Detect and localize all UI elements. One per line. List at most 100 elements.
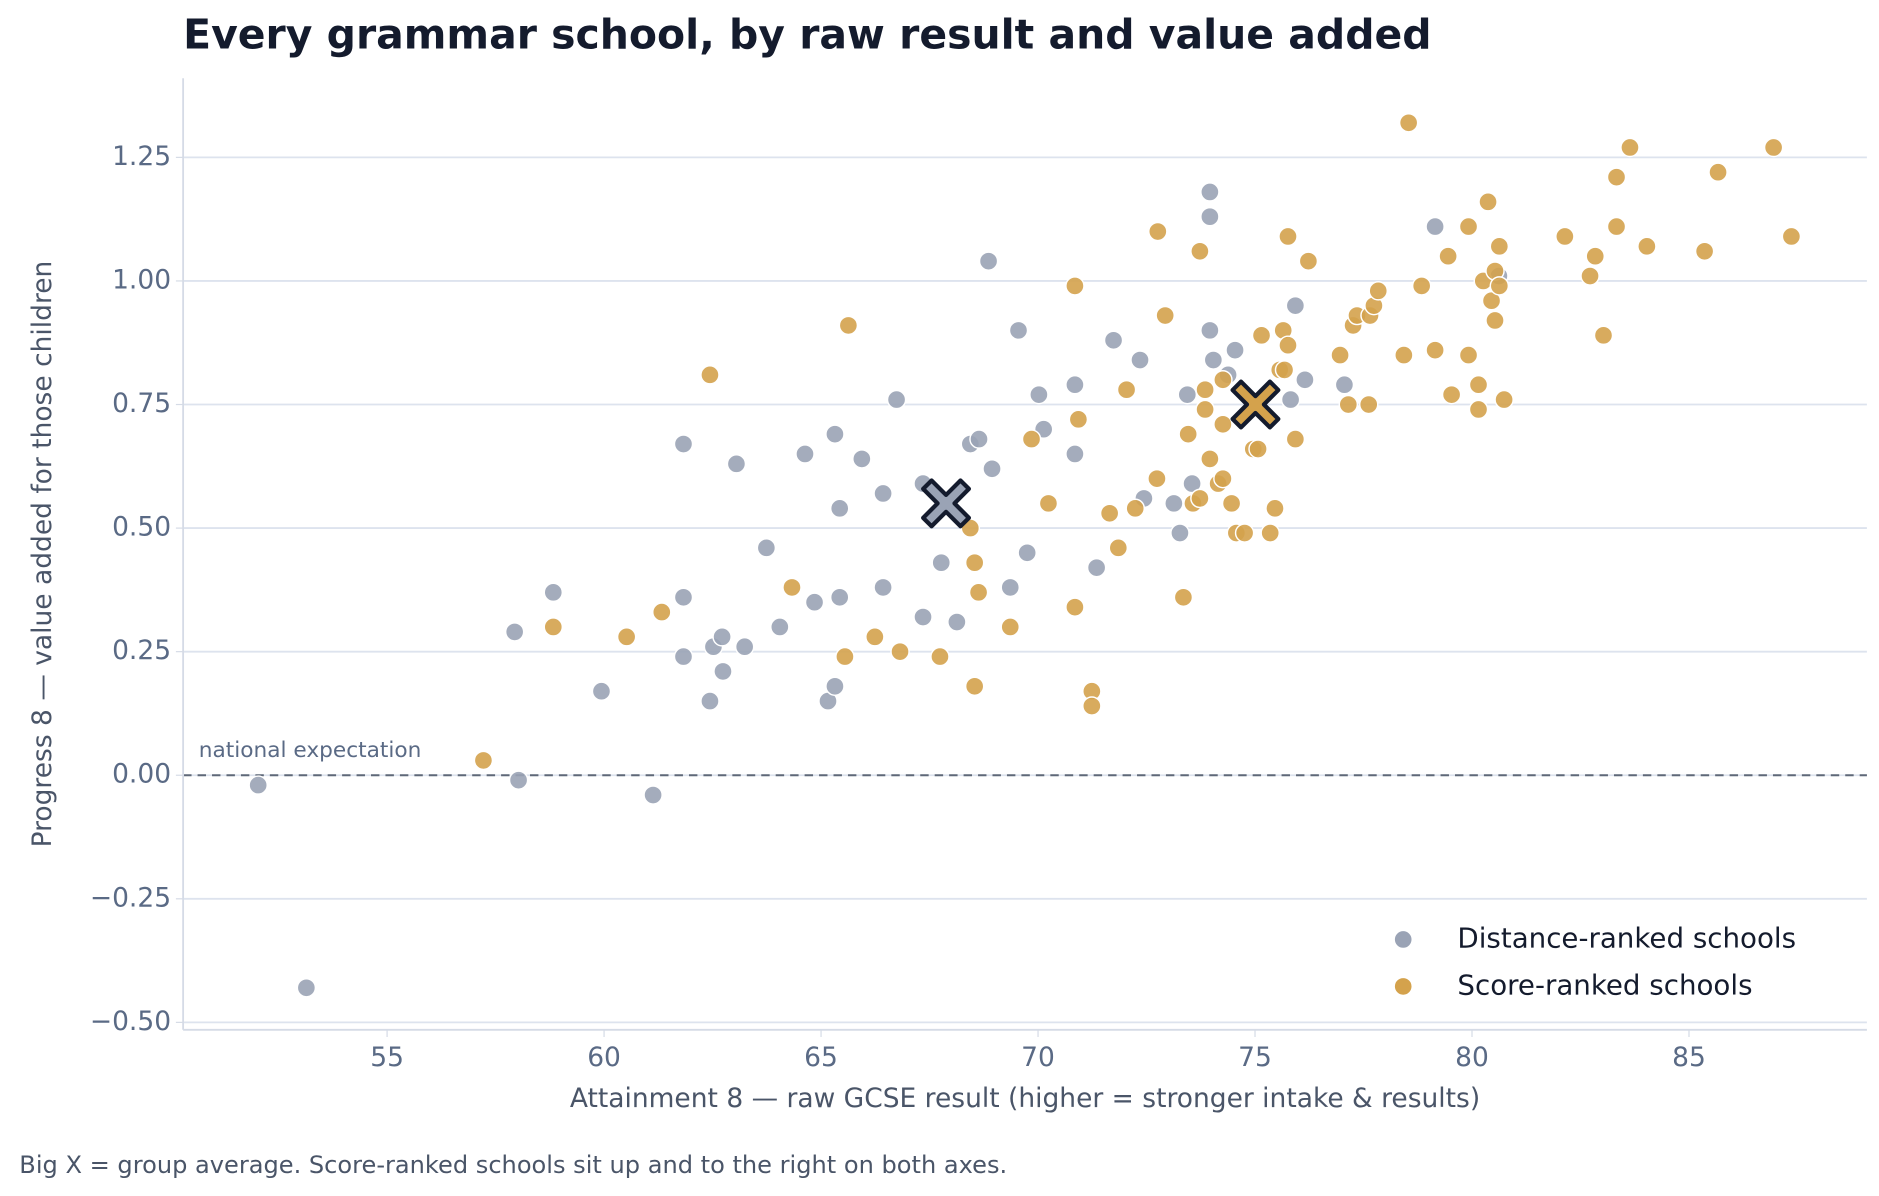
point [852, 449, 872, 469]
point [1593, 325, 1614, 346]
points [248, 113, 1802, 998]
point [865, 627, 885, 647]
point [713, 661, 733, 682]
point [968, 582, 989, 603]
point [248, 775, 268, 795]
point [969, 429, 989, 449]
y-axis-label: Progress 8 — value added for those child… [27, 261, 58, 848]
point [829, 498, 850, 519]
point [1585, 246, 1606, 266]
point [296, 978, 317, 998]
point [931, 552, 952, 573]
point [1620, 137, 1640, 158]
point [1278, 226, 1298, 247]
point [838, 315, 859, 336]
point [616, 627, 637, 647]
point [1637, 236, 1657, 257]
point [1008, 320, 1029, 341]
x-tick-label: 55 [370, 1042, 404, 1073]
point [1280, 389, 1301, 410]
x-tick-label: 70 [1021, 1042, 1055, 1073]
point [1082, 696, 1102, 716]
point [1200, 182, 1220, 202]
point [1295, 370, 1315, 390]
point [1000, 577, 1021, 598]
point [1478, 192, 1498, 212]
point [1458, 345, 1479, 365]
y-tick-label: −0.50 [90, 1006, 171, 1037]
point [873, 483, 893, 504]
point [886, 389, 907, 410]
point [1103, 330, 1124, 351]
point [1038, 493, 1059, 514]
point [1234, 523, 1255, 543]
point [1225, 340, 1245, 360]
point [913, 607, 933, 627]
point [1173, 587, 1194, 608]
point [1195, 379, 1215, 400]
point [804, 592, 825, 612]
point [508, 770, 529, 790]
point [964, 552, 985, 573]
point [673, 434, 694, 454]
point [1285, 429, 1306, 449]
point [890, 641, 910, 662]
point [1708, 162, 1728, 182]
point [1285, 295, 1306, 316]
point [1065, 597, 1085, 617]
point [1177, 384, 1198, 405]
point [1164, 493, 1184, 514]
point [1068, 409, 1089, 430]
point [770, 617, 790, 637]
point [873, 577, 893, 598]
point [1694, 241, 1715, 262]
point [1213, 370, 1233, 390]
point [1108, 538, 1129, 558]
point [1555, 226, 1575, 247]
point [1213, 414, 1233, 435]
point [1298, 251, 1319, 271]
point [1200, 206, 1220, 227]
point [825, 676, 845, 697]
point [1200, 449, 1220, 469]
point [643, 785, 663, 805]
y-tick-label: 1.25 [112, 141, 171, 172]
point [978, 251, 999, 271]
point [1606, 167, 1627, 187]
point [1425, 340, 1445, 360]
point [930, 646, 950, 667]
point [1368, 281, 1389, 301]
legend-marker [1393, 976, 1413, 997]
point [1130, 350, 1150, 370]
y-tick-label: 0.50 [112, 512, 171, 543]
point [1494, 389, 1514, 410]
grid [183, 156, 1867, 1024]
point [947, 612, 967, 632]
point [1125, 498, 1145, 519]
point [543, 582, 564, 603]
point [1278, 335, 1298, 355]
point [1330, 345, 1350, 365]
point [1338, 394, 1359, 415]
x-tick-label: 80 [1455, 1042, 1489, 1073]
y-tick-label: −0.25 [90, 882, 171, 913]
legend-marker [1393, 929, 1413, 950]
point [1489, 276, 1510, 296]
point [1065, 276, 1085, 296]
point [591, 681, 612, 701]
point [700, 365, 720, 385]
chart-title: Every grammar school, by raw result and … [183, 10, 1431, 58]
point [964, 676, 985, 697]
point [795, 444, 815, 464]
point [1398, 113, 1419, 133]
point [1190, 241, 1210, 262]
point [1248, 439, 1268, 459]
point [1425, 216, 1445, 237]
point [1763, 137, 1784, 158]
point [652, 602, 672, 622]
y-tick-label: 1.00 [112, 264, 171, 295]
point [1065, 374, 1085, 395]
point [734, 636, 755, 657]
y-tick-label: 0.75 [112, 388, 171, 419]
